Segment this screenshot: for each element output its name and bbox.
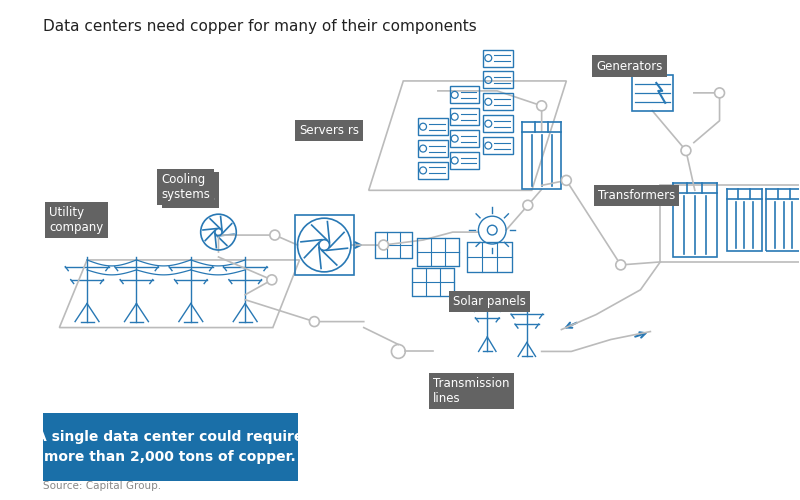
Text: Transformers: Transformers: [598, 189, 675, 202]
Bar: [294, 215, 354, 275]
Bar: [483, 50, 513, 66]
Text: Utility
company: Utility company: [50, 206, 104, 234]
Text: Transmission
lines: Transmission lines: [433, 377, 510, 405]
Bar: [374, 232, 412, 258]
Text: Transformers: Transformers: [598, 189, 675, 202]
Text: Generators: Generators: [596, 60, 662, 72]
Text: Utility
company: Utility company: [50, 206, 104, 234]
Circle shape: [681, 146, 691, 156]
Bar: [631, 75, 673, 111]
Circle shape: [378, 240, 389, 250]
Text: Servers: Servers: [299, 124, 345, 137]
Text: A single data center could require
more than 2,000 tons of copper.: A single data center could require more …: [36, 430, 304, 464]
Text: Data centers need copper for many of their components: Data centers need copper for many of the…: [42, 20, 476, 34]
Circle shape: [310, 316, 319, 326]
Circle shape: [523, 200, 533, 210]
Circle shape: [270, 230, 280, 240]
Bar: [727, 200, 762, 251]
FancyBboxPatch shape: [42, 413, 298, 480]
Bar: [412, 268, 454, 295]
Text: Servers: Servers: [314, 124, 359, 137]
Bar: [450, 108, 479, 125]
Text: Cooling
systems: Cooling systems: [166, 176, 215, 204]
Bar: [418, 140, 448, 157]
Bar: [450, 130, 479, 147]
Circle shape: [714, 88, 725, 98]
Bar: [417, 238, 458, 266]
Circle shape: [616, 260, 626, 270]
Text: Generators: Generators: [596, 60, 662, 72]
Bar: [418, 118, 448, 135]
Bar: [645, 65, 660, 75]
Text: Solar panels: Solar panels: [453, 295, 526, 308]
Text: Solar panels: Solar panels: [453, 295, 526, 308]
Bar: [483, 137, 513, 154]
Circle shape: [537, 101, 546, 111]
Bar: [483, 116, 513, 132]
Bar: [450, 152, 479, 169]
Circle shape: [562, 176, 571, 186]
Text: Transmission
lines: Transmission lines: [433, 377, 510, 405]
Bar: [673, 193, 717, 258]
Bar: [466, 242, 512, 272]
Bar: [483, 72, 513, 88]
Bar: [418, 162, 448, 179]
Circle shape: [267, 275, 277, 285]
Bar: [766, 200, 800, 251]
Bar: [483, 94, 513, 110]
Text: Source: Capital Group.: Source: Capital Group.: [42, 480, 161, 490]
Bar: [522, 132, 562, 190]
Text: Cooling
systems: Cooling systems: [161, 174, 210, 202]
Bar: [450, 86, 479, 104]
